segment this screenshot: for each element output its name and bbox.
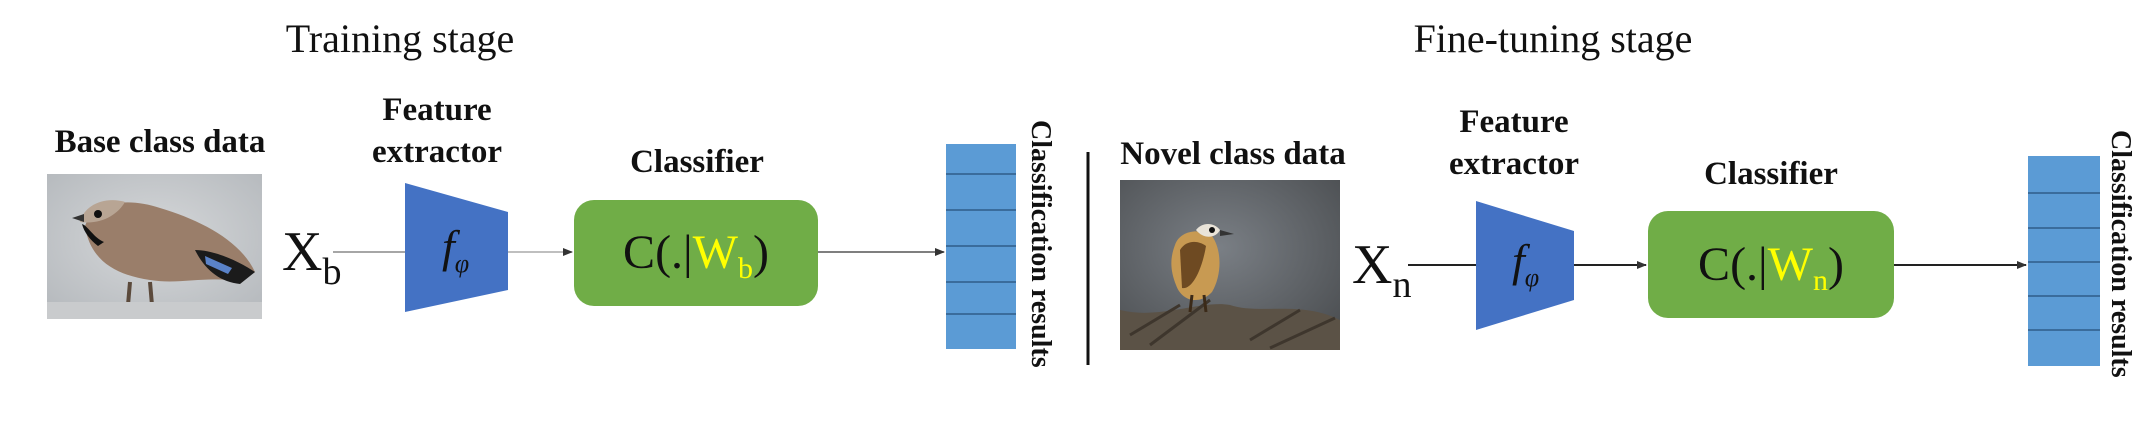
- base-class-data-label: Base class data: [55, 124, 266, 160]
- classifier-box: [574, 200, 818, 306]
- base-class-image: [47, 174, 262, 319]
- classification-results-label-ft: Classification results: [2105, 130, 2136, 378]
- classifier-formula: C(.|Wb): [623, 226, 769, 285]
- training-stage: Training stage Base class data Xb Featur…: [47, 16, 1056, 368]
- feature-extractor-label-1-ft: Feature: [1459, 104, 1568, 140]
- classifier-box-ft: [1648, 211, 1894, 318]
- feature-extractor-shape-ft: [1476, 201, 1574, 330]
- input-variable-xb: Xb: [282, 221, 341, 293]
- classification-results-bar-ft: [2028, 156, 2100, 366]
- classifier-formula-ft: C(.|Wn): [1698, 238, 1844, 297]
- feature-extractor-label-1: Feature: [382, 92, 491, 128]
- finetuning-stage: Fine-tuning stage Novel class data Xn Fe…: [1120, 16, 2136, 378]
- classification-results-label: Classification results: [1025, 120, 1056, 368]
- input-variable-xn: Xn: [1352, 234, 1411, 306]
- novel-class-data-label: Novel class data: [1120, 136, 1346, 172]
- classification-results-bar: [946, 144, 1016, 349]
- novel-class-image: [1120, 180, 1340, 350]
- feature-extractor-label-2-ft: extractor: [1449, 146, 1579, 182]
- classifier-label-ft: Classifier: [1704, 156, 1838, 192]
- classifier-label: Classifier: [630, 144, 764, 180]
- feature-extractor-label-2: extractor: [372, 134, 502, 170]
- training-stage-title: Training stage: [286, 16, 515, 61]
- feature-extractor-shape: [405, 183, 508, 312]
- finetuning-stage-title: Fine-tuning stage: [1414, 16, 1693, 61]
